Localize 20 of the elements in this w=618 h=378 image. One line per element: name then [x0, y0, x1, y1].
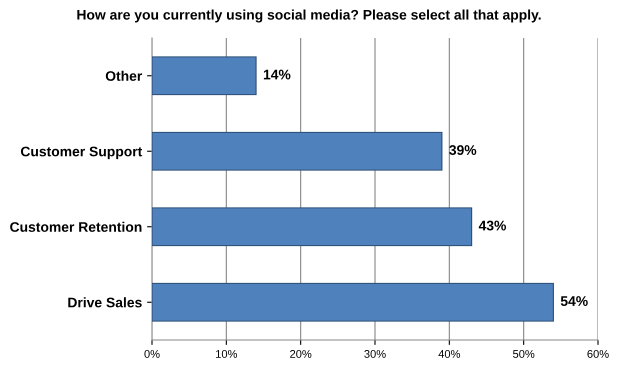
- y-tick-label: Customer Support: [20, 146, 142, 160]
- y-tick-label: Customer Retention: [10, 222, 142, 232]
- data-label: 39%: [449, 145, 476, 155]
- x-tick-label: 20%: [290, 350, 312, 358]
- x-tick-label: 40%: [438, 350, 460, 358]
- y-tick-label: Drive Sales: [68, 297, 142, 308]
- chart-title: How are you currently using social media? Please select all that apply.: [77, 9, 541, 23]
- bar: [152, 56, 257, 96]
- x-tick-label: 50%: [512, 350, 534, 358]
- data-label: 43%: [478, 220, 506, 230]
- bar: [152, 207, 472, 246]
- x-tick-label: 60%: [587, 350, 609, 358]
- data-label: 54%: [560, 296, 588, 306]
- x-tick-label: 0%: [144, 350, 160, 358]
- data-label: 14%: [264, 70, 290, 80]
- bar: [152, 132, 442, 171]
- y-tick-label: Other: [106, 70, 142, 81]
- x-tick-label: 30%: [364, 350, 386, 358]
- bar: [152, 282, 554, 322]
- x-tick-label: 10%: [216, 350, 238, 358]
